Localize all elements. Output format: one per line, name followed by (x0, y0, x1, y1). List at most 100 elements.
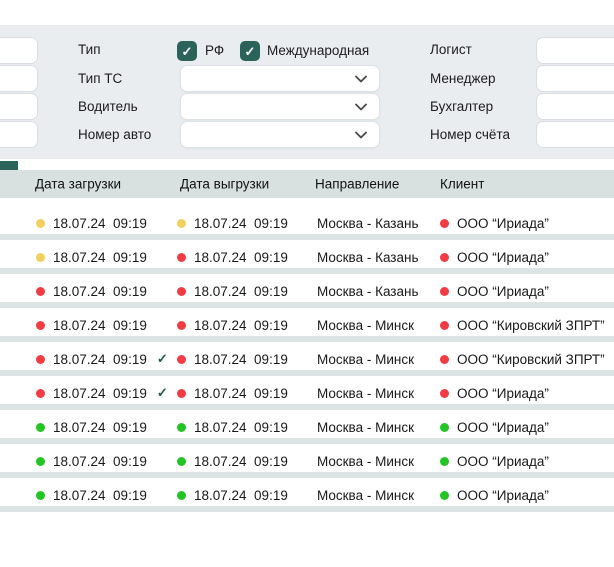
load-status-dot (36, 388, 45, 398)
load-date: 18.07.24 09:19 (53, 453, 147, 469)
international-checkbox-label: Международная (267, 43, 370, 58)
unload-date: 18.07.24 09:19 (194, 283, 288, 299)
client: ООО “Ириада” (457, 215, 549, 231)
rf-checkbox-label: РФ (205, 43, 225, 58)
table-row[interactable]: 18.07.24 09:19 ✓ 18.07.24 09:19 Москва -… (0, 240, 614, 274)
check-icon: ✓ (156, 385, 168, 400)
rf-checkbox[interactable]: ✓ (177, 41, 197, 61)
client-status-dot (440, 422, 449, 432)
client-status-dot (440, 320, 449, 330)
client: ООО “Ириада” (457, 283, 549, 299)
client: ООО “Ириада” (457, 249, 549, 265)
chevron-down-icon (355, 131, 367, 139)
filter-label-driver: Водитель (78, 99, 138, 114)
direction: Москва - Минск (317, 419, 414, 435)
load-date: 18.07.24 09:19 (53, 249, 147, 265)
load-status-dot (36, 252, 45, 262)
unload-date: 18.07.24 09:19 (194, 487, 288, 503)
filter-label-accountant: Бухгалтер (430, 99, 494, 114)
client: ООО “Ириада” (457, 385, 549, 401)
direction: Москва - Минск (317, 351, 414, 367)
filter-label-manager: Менеджер (430, 71, 496, 86)
cropped-input[interactable] (0, 121, 38, 148)
direction: Москва - Казань (317, 283, 419, 299)
unload-status-dot (177, 388, 186, 398)
client: ООО “Ириада” (457, 487, 549, 503)
unload-date: 18.07.24 09:19 (194, 419, 288, 435)
load-status-dot (36, 490, 45, 500)
client-status-dot (440, 354, 449, 364)
table-row[interactable]: 18.07.24 09:19 ✓ 18.07.24 09:19 Москва -… (0, 410, 614, 444)
direction: Москва - Казань (317, 215, 419, 231)
checkbox-check-icon: ✓ (181, 43, 193, 59)
accountant-input[interactable] (536, 93, 614, 120)
unload-status-dot (177, 218, 186, 228)
cropped-input[interactable] (0, 65, 38, 92)
table-row[interactable]: 18.07.24 09:19 ✓ 18.07.24 09:19 Москва -… (0, 206, 614, 240)
international-checkbox[interactable]: ✓ (240, 41, 260, 61)
driver-select[interactable] (180, 93, 380, 120)
cropped-input[interactable] (0, 93, 38, 120)
unload-status-dot (177, 252, 186, 262)
chevron-down-icon (355, 75, 367, 83)
table-row[interactable]: 18.07.24 09:19 ✓ 18.07.24 09:19 Москва -… (0, 478, 614, 512)
direction: Москва - Казань (317, 249, 419, 265)
filter-label-account-number: Номер счёта (430, 127, 510, 142)
direction: Москва - Минск (317, 453, 414, 469)
load-date: 18.07.24 09:19 (53, 487, 147, 503)
client-status-dot (440, 388, 449, 398)
logist-input[interactable] (536, 37, 614, 64)
table-row[interactable]: 18.07.24 09:19 ✓ 18.07.24 09:19 Москва -… (0, 274, 614, 308)
filter-label-vehicle: Тип ТС (78, 71, 123, 86)
chevron-down-icon (355, 103, 367, 111)
load-status-dot (36, 218, 45, 228)
cropped-input[interactable] (0, 37, 38, 64)
car-number-select[interactable] (180, 121, 380, 148)
client: ООО “Ириада” (457, 419, 549, 435)
manager-input[interactable] (536, 65, 614, 92)
table-row[interactable]: 18.07.24 09:19 ✓ 18.07.24 09:19 Москва -… (0, 444, 614, 478)
direction: Москва - Минск (317, 317, 414, 333)
unload-status-dot (177, 354, 186, 364)
vehicle-type-select[interactable] (180, 65, 380, 92)
direction: Москва - Минск (317, 385, 414, 401)
column-header-client: Клиент (440, 176, 485, 192)
client-status-dot (440, 252, 449, 262)
unload-date: 18.07.24 09:19 (194, 453, 288, 469)
client: ООО “Кировский ЗПРТ” (457, 317, 605, 333)
column-header-load-date: Дата загрузки (35, 176, 122, 192)
filter-panel: Тип Тип ТС Водитель Номер авто ✓ РФ ✓ Ме… (0, 25, 614, 159)
unload-status-dot (177, 490, 186, 500)
table-accent-tab (0, 161, 18, 170)
unload-date: 18.07.24 09:19 (194, 215, 288, 231)
unload-status-dot (177, 456, 186, 466)
unload-date: 18.07.24 09:19 (194, 385, 288, 401)
column-header-unload-date: Дата выгрузки (180, 176, 270, 192)
column-header-direction: Направление (315, 176, 400, 192)
checkbox-check-icon: ✓ (244, 43, 256, 59)
account-number-input[interactable] (536, 121, 614, 148)
client-status-dot (440, 456, 449, 466)
filter-label-car-number: Номер авто (78, 127, 152, 142)
direction: Москва - Минск (317, 487, 414, 503)
load-status-dot (36, 456, 45, 466)
table-row[interactable]: 18.07.24 09:19 ✓ 18.07.24 09:19 Москва -… (0, 342, 614, 376)
client: ООО “Кировский ЗПРТ” (457, 351, 605, 367)
table-row[interactable]: 18.07.24 09:19 ✓ 18.07.24 09:19 Москва -… (0, 376, 614, 410)
unload-date: 18.07.24 09:19 (194, 317, 288, 333)
table-body: 18.07.24 09:19 ✓ 18.07.24 09:19 Москва -… (0, 198, 614, 512)
table-row[interactable]: 18.07.24 09:19 ✓ 18.07.24 09:19 Москва -… (0, 308, 614, 342)
unload-status-dot (177, 422, 186, 432)
load-date: 18.07.24 09:19 (53, 215, 147, 231)
filter-label-logist: Логист (430, 42, 472, 57)
unload-status-dot (177, 286, 186, 296)
load-date: 18.07.24 09:19 (53, 351, 147, 367)
client: ООО “Ириада” (457, 453, 549, 469)
load-date: 18.07.24 09:19 (53, 317, 147, 333)
table-header: Дата загрузки Дата выгрузки Направление … (0, 170, 614, 198)
load-status-dot (36, 354, 45, 364)
unload-date: 18.07.24 09:19 (194, 351, 288, 367)
load-status-dot (36, 320, 45, 330)
filter-label-type: Тип (78, 42, 101, 57)
client-status-dot (440, 490, 449, 500)
